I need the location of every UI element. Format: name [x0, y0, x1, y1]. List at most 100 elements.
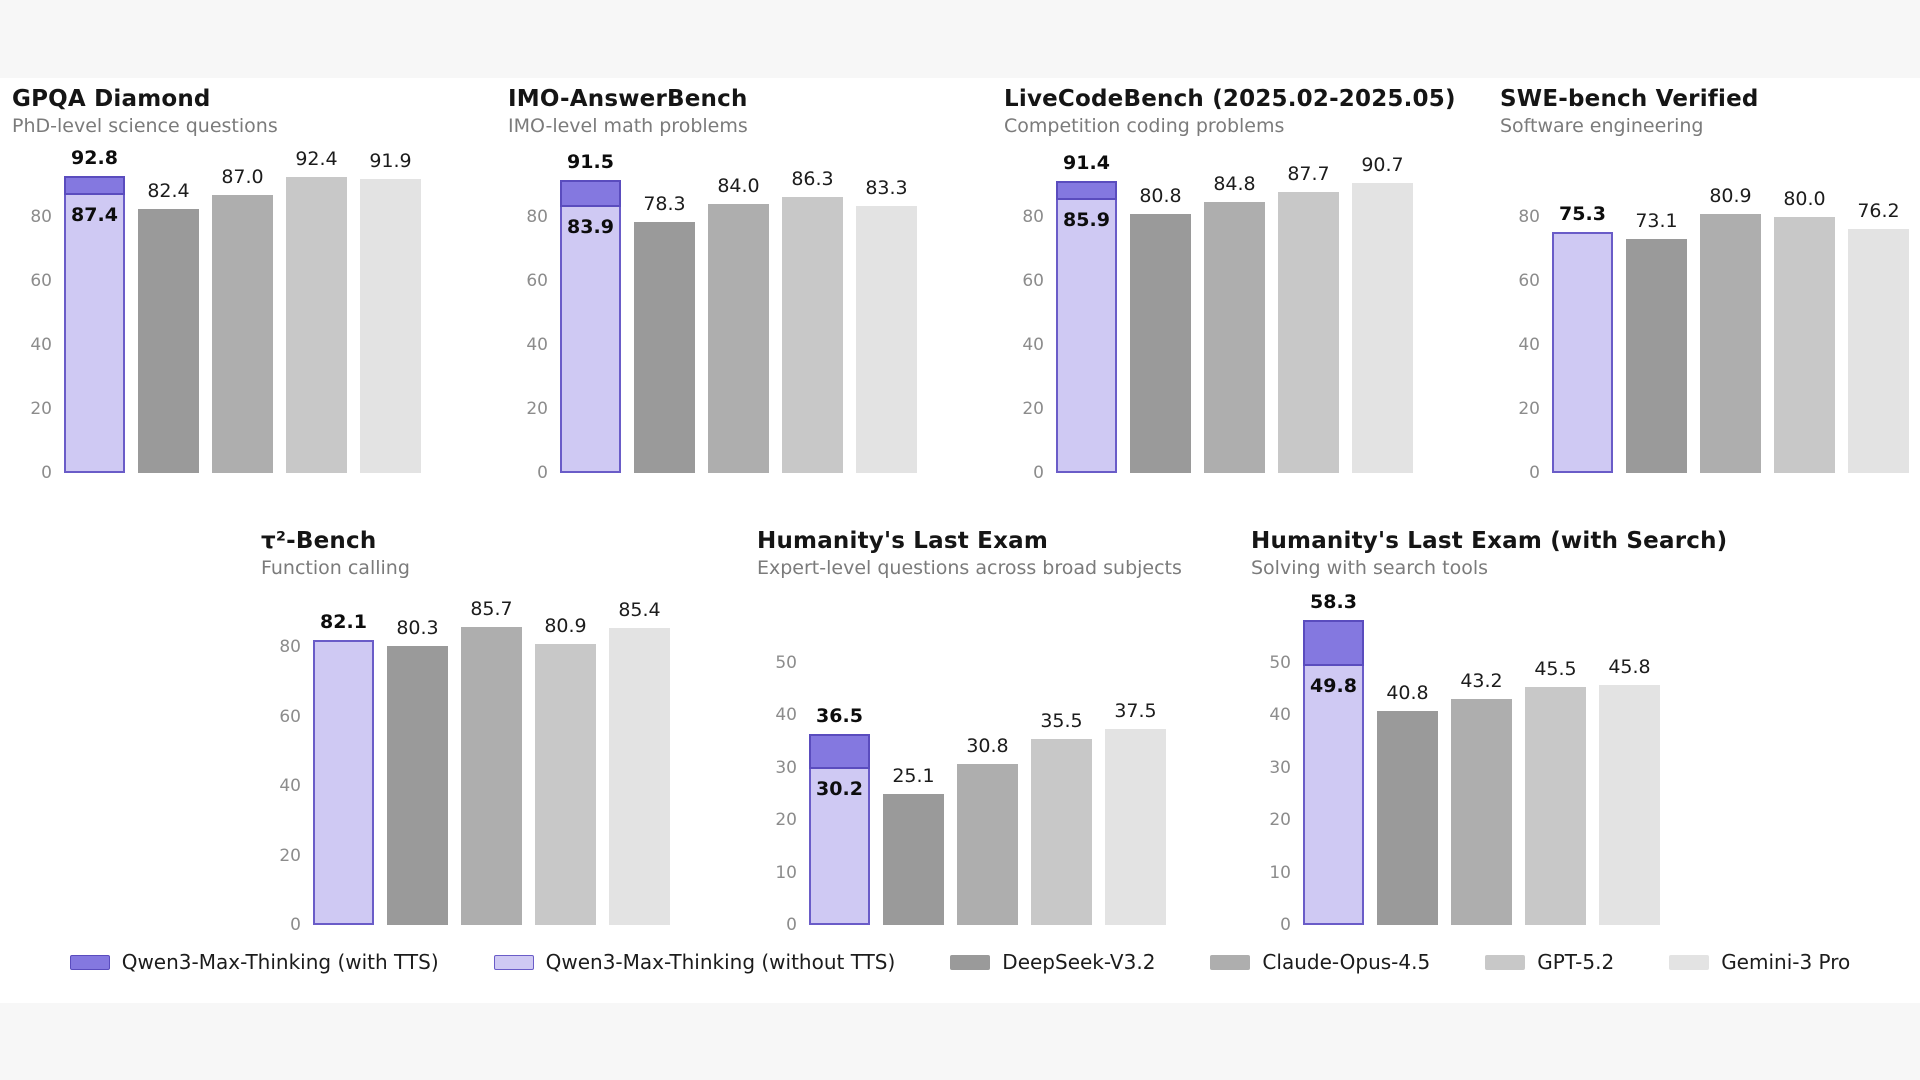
bar-fill	[634, 222, 695, 473]
bar-value-label: 78.3	[643, 193, 686, 216]
bar-gpt-5-2: 45.5	[1525, 595, 1586, 925]
bar-value-label: 80.9	[1709, 185, 1752, 208]
bar-fill	[782, 196, 843, 473]
chart-subtitle: Competition coding problems	[1004, 115, 1285, 137]
y-axis: 0 20 40 60 80	[1500, 153, 1540, 483]
legend-swatch	[1485, 954, 1526, 970]
y-tick-label: 10	[1269, 862, 1291, 883]
bar-value-label: 45.8	[1608, 656, 1651, 679]
chart-title: Humanity's Last Exam (with Search)	[1251, 528, 1728, 554]
bar-fill	[1700, 214, 1761, 473]
bar-value-label-without-tts: 85.9	[1063, 209, 1110, 232]
bar-fill	[387, 646, 448, 925]
legend-item-label: Qwen3-Max-Thinking (without TTS)	[545, 950, 896, 974]
bar-value-label: 84.0	[717, 175, 760, 198]
bar-gemini-3-pro: 83.3	[856, 153, 917, 473]
bars-group: 85.9 91.4 80.8 84.8 87.7 90.7	[1056, 152, 1426, 473]
bar-qwen3-max-thinking: 49.8 58.3	[1303, 591, 1364, 925]
bar-fill	[1377, 711, 1438, 925]
bar-value-label-with-tts: 92.8	[71, 147, 118, 170]
bar-value-label-with-tts: 91.4	[1063, 151, 1110, 174]
bar-deepseek-v3-2: 80.8	[1130, 153, 1191, 473]
legend-item-deepseek-v3-2: DeepSeek-V3.2	[950, 950, 1155, 974]
chart-swe-bench-verified: SWE-bench Verified Software engineering 0 2…	[1500, 86, 1920, 483]
bars-group: 83.9 91.5 78.3 84.0 86.3 83.3	[560, 151, 930, 473]
legend-item-gpt-5-2: GPT-5.2	[1485, 950, 1614, 974]
legend-item-label: Gemini-3 Pro	[1721, 950, 1851, 974]
bar-fill	[1525, 686, 1586, 925]
legend-swatch	[950, 954, 991, 970]
bar-value-label-with-tts: 36.5	[816, 704, 863, 727]
bar-segment-qwen-with-tts	[560, 180, 621, 207]
bar-value-label: 85.7	[470, 598, 513, 621]
chart-gpqa-diamond: GPQA Diamond PhD-level science questions 0…	[12, 86, 434, 483]
legend-item-label: GPT-5.2	[1537, 950, 1615, 974]
bar-deepseek-v3-2: 82.4	[138, 153, 199, 473]
y-tick-label: 60	[1518, 271, 1540, 291]
y-tick-label: 0	[1529, 463, 1540, 483]
chart-subtitle: Solving with search tools	[1251, 557, 1489, 579]
bar-segment-qwen-with-tts	[64, 176, 125, 196]
bar-gemini-3-pro: 91.9	[360, 150, 421, 473]
y-tick-label: 0	[1033, 463, 1044, 483]
bar-value-label: 85.4	[618, 599, 661, 622]
y-tick-label: 40	[1269, 705, 1291, 726]
bar-value-label: 80.9	[544, 614, 587, 637]
plot-area: 0 20 40 60 80 83.9 91.5 78.3 84.0 86.3 83.3	[508, 151, 930, 483]
y-axis: 0 20 40 60 80	[1004, 153, 1044, 483]
bar-gemini-3-pro: 90.7	[1352, 153, 1413, 473]
bar-gpt-5-2: 80.0	[1774, 153, 1835, 473]
chart-humanity-s-last-exam-with-search: Humanity's Last Exam (with Search) Solvin…	[1251, 528, 1728, 935]
legend: Qwen3-Max-Thinking (with TTS) Qwen3-Max-T…	[0, 950, 1920, 974]
bar-fill	[883, 793, 944, 925]
y-tick-label: 20	[30, 399, 52, 419]
bar-gemini-3-pro: 85.4	[609, 595, 670, 925]
bar-segment-qwen-with-tts	[809, 733, 870, 769]
bar-value-label: 87.0	[221, 165, 264, 188]
bar-claude-opus-4-5: 87.0	[212, 153, 273, 473]
bar-value-label: 92.4	[295, 148, 338, 171]
bar-segment-qwen-with-tts	[1303, 619, 1364, 667]
legend-swatch	[1669, 954, 1710, 970]
bar-value-label: 83.3	[865, 177, 908, 200]
bar-fill	[708, 204, 769, 473]
bar-claude-opus-4-5: 30.8	[957, 595, 1018, 925]
bar-gpt-5-2: 80.9	[535, 595, 596, 925]
bars-group: 49.8 58.3 40.8 43.2 45.5 45.8	[1303, 591, 1673, 925]
chart-humanity-s-last-exam: Humanity's Last Exam Expert-level questio…	[757, 528, 1182, 935]
bar-claude-opus-4-5: 85.7	[461, 595, 522, 925]
bar-qwen3-max-thinking: 83.9 91.5	[560, 151, 621, 473]
y-tick-label: 60	[526, 271, 548, 291]
bar-value-label: 45.5	[1534, 657, 1577, 680]
y-tick-label: 0	[290, 915, 301, 935]
legend-item-label: Claude-Opus-4.5	[1262, 950, 1431, 974]
plot-area: 0 20 40 60 80 82.1 80.3 85.7 80.9 85.4	[261, 595, 683, 935]
bar-qwen3-max-thinking: 85.9 91.4	[1056, 152, 1117, 473]
bar-fill	[609, 628, 670, 925]
bar-fill	[957, 763, 1018, 925]
plot-area: 0 20 40 60 80 87.4 92.8 82.4 87.0 92.4 91.9	[12, 147, 434, 483]
y-tick-label: 40	[775, 705, 797, 726]
chart-title: τ²-Bench	[261, 528, 377, 554]
y-tick-label: 60	[1022, 271, 1044, 291]
y-tick-label: 80	[1518, 207, 1540, 227]
bar-value-label: 43.2	[1460, 669, 1503, 692]
y-tick-label: 20	[1518, 399, 1540, 419]
y-tick-label: 60	[30, 271, 52, 291]
y-tick-label: 20	[775, 810, 797, 831]
chart-title: IMO-AnswerBench	[508, 86, 748, 112]
bar-claude-opus-4-5: 84.0	[708, 153, 769, 473]
bar-fill	[138, 209, 199, 473]
y-tick-label: 40	[279, 776, 301, 797]
plot-area: 0 20 40 60 80 75.3 73.1 80.9 80.0 76.2	[1500, 153, 1920, 483]
bars-group: 82.1 80.3 85.7 80.9 85.4	[313, 595, 683, 925]
bars-group: 87.4 92.8 82.4 87.0 92.4 91.9	[64, 147, 434, 473]
y-tick-label: 50	[775, 653, 797, 674]
bar-segment-qwen-without-tts	[64, 193, 125, 473]
legend-item-gemini-3-pro: Gemini-3 Pro	[1669, 950, 1850, 974]
bar-gemini-3-pro: 37.5	[1105, 595, 1166, 925]
bar-value-label-without-tts: 82.1	[320, 610, 367, 633]
legend-swatch	[493, 954, 534, 970]
bar-value-label: 25.1	[892, 764, 935, 787]
